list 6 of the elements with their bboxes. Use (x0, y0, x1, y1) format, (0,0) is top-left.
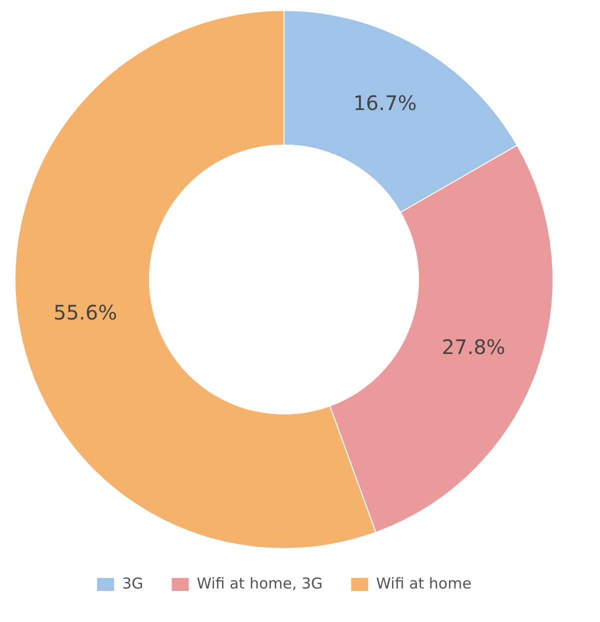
data-label: 27.8% (442, 334, 506, 359)
data-label: 55.6% (54, 300, 118, 325)
legend-label: Wifi at home (376, 574, 472, 592)
legend-label: Wifi at home, 3G (196, 574, 323, 592)
legend-label: 3G (122, 574, 144, 592)
data-label: 16.7% (353, 91, 417, 116)
